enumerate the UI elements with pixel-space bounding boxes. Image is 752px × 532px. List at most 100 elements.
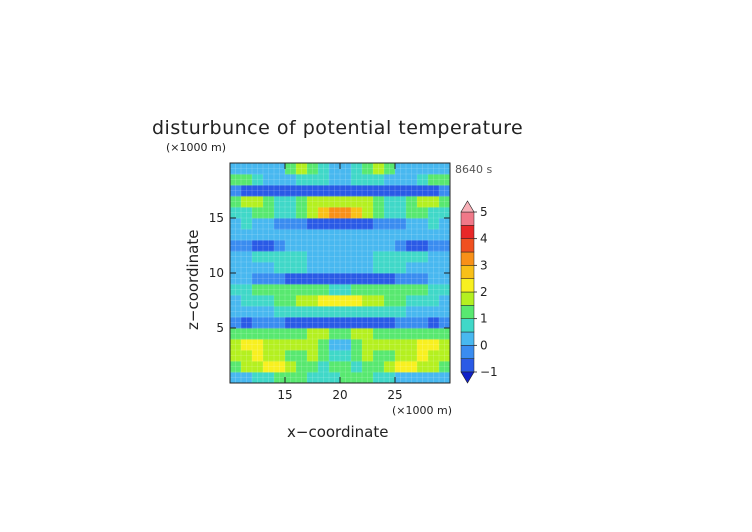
heatmap-cell [417,361,429,373]
heatmap-cell [395,339,407,351]
heatmap-cell [252,295,264,307]
heatmap-cell [362,207,374,219]
heatmap-cell [230,317,242,329]
heatmap-cell [428,218,440,230]
heatmap-cell [384,240,396,252]
heatmap-cell [307,361,319,373]
heatmap-cell [274,251,286,263]
heatmap-cell [274,229,286,241]
heatmap-cell [307,328,319,340]
heatmap-cell [340,284,352,296]
heatmap-cell [439,251,451,263]
heatmap-cell [428,185,440,197]
heatmap-cell [417,273,429,285]
heatmap-cell [362,361,374,373]
heatmap-cell [362,262,374,274]
heatmap-cell [373,240,385,252]
heatmap-cell [307,306,319,318]
heatmap-cell [307,218,319,230]
heatmap-cell [406,295,418,307]
heatmap-cell [373,174,385,186]
heatmap-cell [351,196,363,208]
heatmap-cell [263,328,275,340]
heatmap-cell [307,262,319,274]
heatmap-cell [351,240,363,252]
heatmap-cell [329,284,341,296]
heatmap-cell [351,207,363,219]
heatmap-cell [307,185,319,197]
heatmap-cell [241,229,253,241]
heatmap-cell [230,328,242,340]
heatmap-cell [373,196,385,208]
heatmap-cell [252,306,264,318]
heatmap-cell [417,328,429,340]
heatmap-cell [439,273,451,285]
heatmap-cell [274,284,286,296]
heatmap-cell [230,295,242,307]
heatmap-cell [285,339,297,351]
heatmap-cell [351,350,363,362]
heatmap-cell [417,295,429,307]
heatmap-cell [318,372,330,384]
heatmap-cell [285,306,297,318]
heatmap-cell [241,262,253,274]
heatmap-cell [252,273,264,285]
heatmap-cell [329,196,341,208]
heatmap-cell [417,339,429,351]
heatmap-cell [263,273,275,285]
heatmap-cell [428,317,440,329]
heatmap-cell [252,196,264,208]
heatmap-cell [241,174,253,186]
heatmap-cell [351,372,363,384]
heatmap-cell [439,218,451,230]
heatmap-cell [439,350,451,362]
heatmap-cell [329,240,341,252]
heatmap-cell [296,185,308,197]
heatmap-cell [274,361,286,373]
heatmap-cell [285,361,297,373]
heatmap-cell [241,207,253,219]
heatmap-cell [362,284,374,296]
heatmap-cell [439,295,451,307]
heatmap-cell [285,284,297,296]
heatmap-cell [439,240,451,252]
heatmap-cell [318,163,330,175]
heatmap-cell [252,350,264,362]
heatmap-cell [230,218,242,230]
heatmap-cell [417,372,429,384]
heatmap-cell [241,361,253,373]
heatmap-cell [252,240,264,252]
y-tick-label: 5 [216,321,224,335]
heatmap-cell [252,262,264,274]
heatmap-cell [395,328,407,340]
heatmap-cell [395,361,407,373]
heatmap-cell [384,306,396,318]
heatmap-cell [373,295,385,307]
heatmap-cell [285,262,297,274]
heatmap-cell [351,339,363,351]
heatmap-cell [296,306,308,318]
y-tick-label: 10 [209,266,224,280]
heatmap-cell [362,273,374,285]
heatmap-cell [274,372,286,384]
heatmap-cell [285,328,297,340]
heatmap-cell [230,372,242,384]
heatmap-cell [340,317,352,329]
x-tick-label: 20 [332,388,347,402]
heatmap-cell [296,262,308,274]
heatmap-cell [329,273,341,285]
heatmap-cell [439,306,451,318]
heatmap-cell [417,196,429,208]
heatmap-cell [428,262,440,274]
heatmap-cell [351,218,363,230]
heatmap-cell [241,218,253,230]
heatmap-cell [384,317,396,329]
heatmap-cell [307,372,319,384]
heatmap-cell [329,163,341,175]
heatmap-cell [417,163,429,175]
y-axis-label: z−coordinate [184,230,202,330]
heatmap-cell [351,251,363,263]
heatmap-cell [230,273,242,285]
heatmap-cell [340,207,352,219]
colorbar-segment [460,358,475,373]
